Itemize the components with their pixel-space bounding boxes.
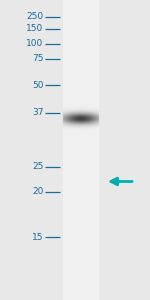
Text: 15: 15 xyxy=(32,232,44,242)
Text: 250: 250 xyxy=(26,12,44,21)
Text: 75: 75 xyxy=(32,54,44,63)
Text: 100: 100 xyxy=(26,39,44,48)
Text: 25: 25 xyxy=(32,162,44,171)
Text: 20: 20 xyxy=(32,188,44,196)
Bar xyxy=(63,0,99,300)
Text: 50: 50 xyxy=(32,81,44,90)
Text: 37: 37 xyxy=(32,108,44,117)
Text: 150: 150 xyxy=(26,24,44,33)
